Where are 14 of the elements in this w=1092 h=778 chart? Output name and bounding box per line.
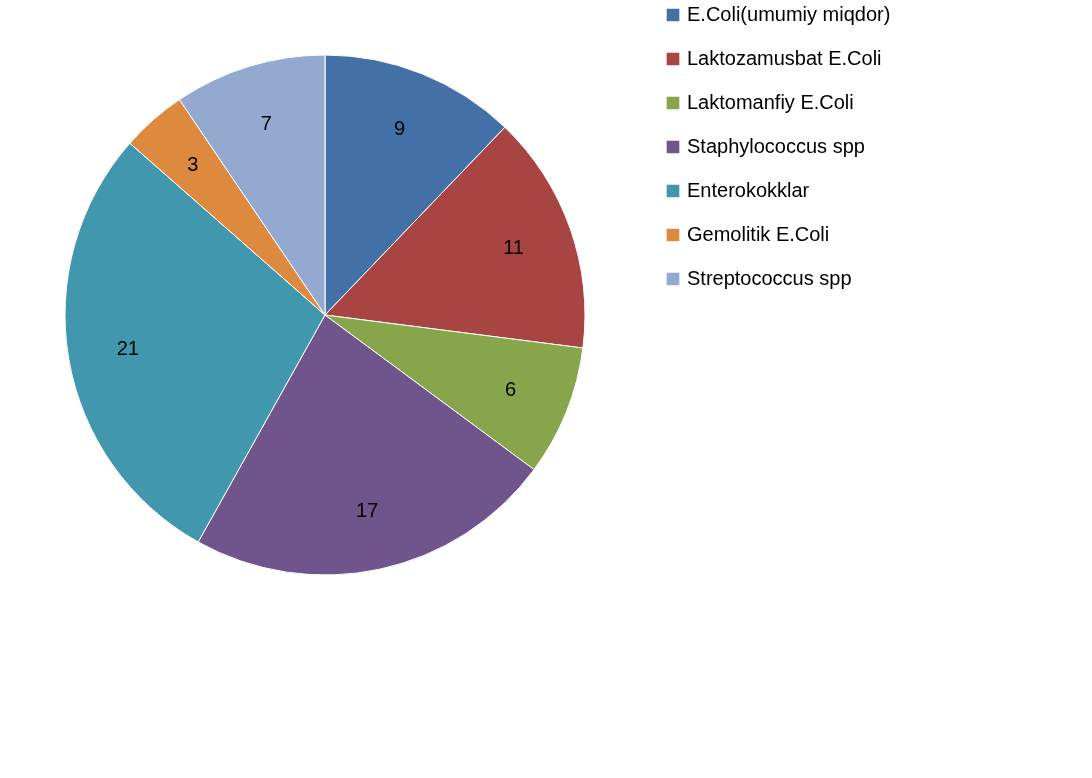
data-label: 6 bbox=[505, 377, 517, 400]
legend-label: Enterokokklar bbox=[687, 179, 810, 201]
data-label: 17 bbox=[356, 498, 379, 521]
data-label: 3 bbox=[187, 152, 199, 175]
legend-label: E.Coli(umumiy miqdor) bbox=[687, 3, 891, 25]
legend-label: Laktomanfiy E.Coli bbox=[687, 91, 854, 113]
legend-label: Staphylococcus spp bbox=[687, 135, 865, 157]
data-label: 11 bbox=[503, 236, 524, 259]
data-label: 21 bbox=[116, 336, 139, 359]
data-label: 9 bbox=[394, 117, 406, 140]
legend-label: Gemolitik E.Coli bbox=[687, 223, 830, 245]
legend-label: Streptococcus spp bbox=[687, 267, 852, 289]
legend-label: Laktozamusbat E.Coli bbox=[687, 47, 882, 69]
data-label: 7 bbox=[260, 111, 272, 134]
